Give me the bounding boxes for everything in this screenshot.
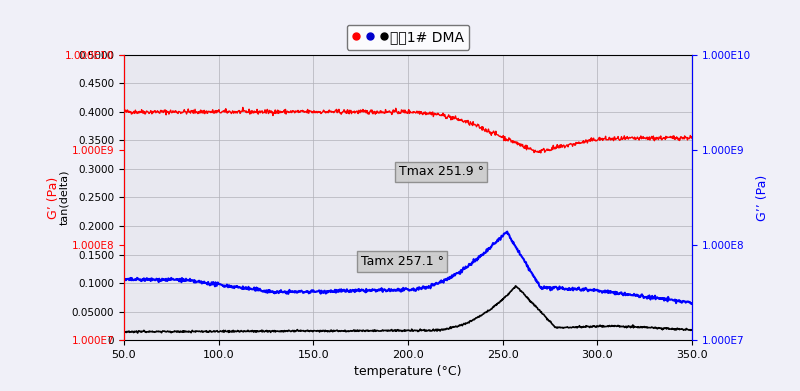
X-axis label: temperature (°C): temperature (°C) [354,366,462,378]
Legend: , , 碳帄1# DMA: , , 碳帄1# DMA [346,25,470,50]
Text: Tamx 257.1 °: Tamx 257.1 ° [361,255,444,268]
Text: Tmax 251.9 °: Tmax 251.9 ° [398,165,483,178]
Y-axis label: G’’ (Pa): G’’ (Pa) [757,174,770,221]
Y-axis label: tan(delta): tan(delta) [59,170,69,225]
Y-axis label: G’ (Pa): G’ (Pa) [46,176,59,219]
